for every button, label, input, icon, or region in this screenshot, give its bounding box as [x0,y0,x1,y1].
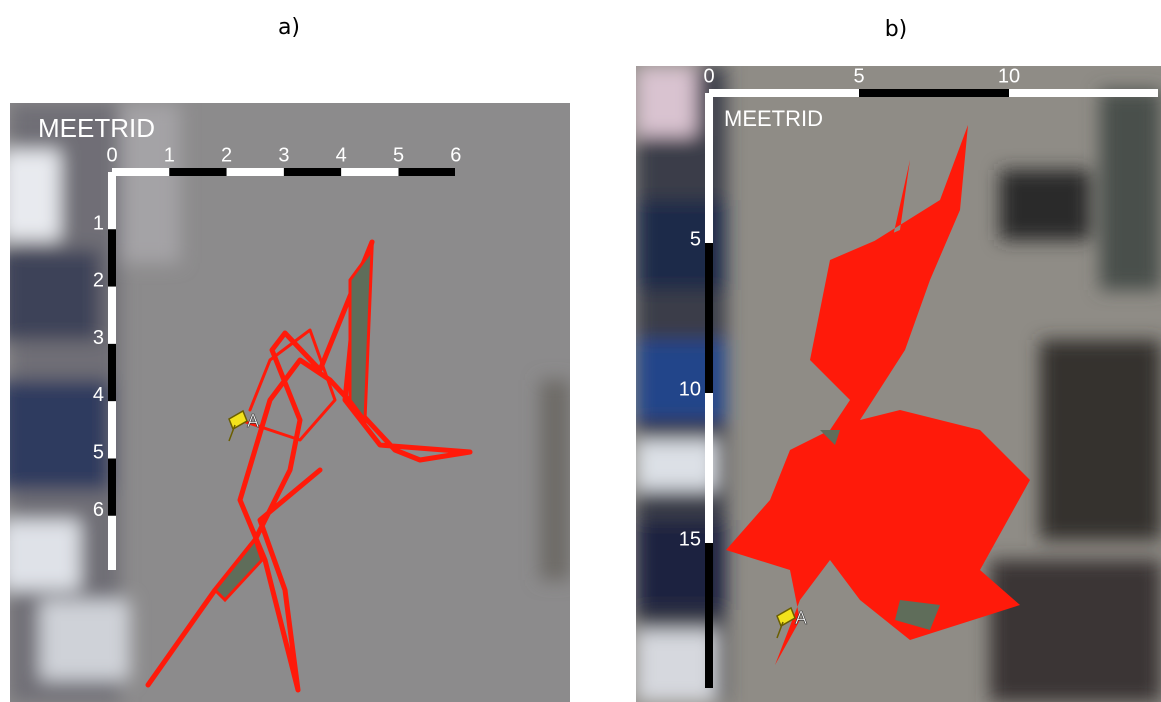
scale-segment [705,243,713,393]
scale-label: 4 [93,384,104,406]
scale-label: 15 [679,528,701,550]
scale-segment [709,89,859,97]
scale-unit: MEETRID [38,113,155,143]
scale-label: 6 [93,499,104,521]
scale-segment [399,168,456,176]
scale-label: 2 [221,144,232,166]
scale-segment [705,543,713,688]
scale-segment [1009,89,1158,97]
scale-segment [108,516,116,570]
scale-label: 6 [450,144,461,166]
pin-label: A [247,411,259,431]
scale-label: 10 [679,378,701,400]
scale-segment [859,89,1009,97]
scale-label: 0 [703,65,714,87]
figure: a) b) [0,0,1161,702]
scale-label: 10 [998,65,1020,87]
scale-segment [169,168,226,176]
map-image [0,103,570,702]
scale-label: 1 [93,212,104,234]
panel-label: a) [278,15,300,40]
panel-label: b) [885,17,908,42]
scale-segment [227,168,284,176]
scale-segment [108,459,116,516]
scale-label: 5 [93,441,104,463]
map-image [636,66,1161,702]
scale-label: 0 [106,144,117,166]
scale-segment [108,229,116,286]
scale-label: 5 [393,144,404,166]
scale-unit: MEETRID [724,106,823,131]
scale-segment [341,168,398,176]
scale-segment [108,287,116,344]
scale-segment [108,401,116,458]
scale-segment [112,168,169,176]
scale-segment [108,344,116,401]
scale-segment [284,168,341,176]
scale-label: 2 [93,270,104,292]
scale-segment [705,393,713,543]
pin-label: A [795,608,807,628]
scale-segment [108,172,116,229]
scale-label: 5 [690,228,701,250]
scale-label: 1 [164,144,175,166]
scale-label: 3 [278,144,289,166]
scale-label: 4 [336,144,347,166]
scale-segment [705,93,713,243]
scale-label: 5 [853,65,864,87]
scale-label: 3 [93,327,104,349]
